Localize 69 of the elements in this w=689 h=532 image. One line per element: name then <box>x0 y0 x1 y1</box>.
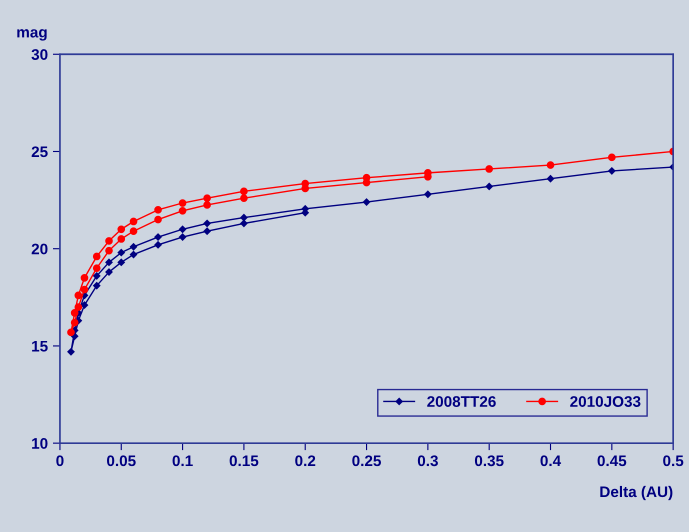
x-axis-title: Delta (AU) <box>600 486 672 500</box>
point <box>130 227 138 236</box>
point <box>80 301 88 309</box>
point <box>546 161 554 169</box>
x-tick-label: 0.35 <box>474 455 504 466</box>
y-tick-label: 30 <box>31 49 48 60</box>
legend-label: 2010JO33 <box>570 396 640 407</box>
y-tick-label: 10 <box>32 438 48 449</box>
point <box>105 258 113 266</box>
point <box>92 264 101 272</box>
y-axis-title: mag <box>17 29 47 41</box>
y-tick-label: 20 <box>32 244 48 254</box>
point <box>130 218 138 226</box>
legend-label: 2008TT26 <box>427 396 496 407</box>
point <box>178 226 186 233</box>
point <box>92 252 101 260</box>
y-tick-label: 25 <box>32 146 48 158</box>
point <box>70 309 78 317</box>
point <box>178 233 186 241</box>
x-tick-label: 0.25 <box>352 455 381 466</box>
point <box>608 167 616 175</box>
point <box>203 201 211 209</box>
point <box>80 286 88 294</box>
point <box>130 243 138 250</box>
x-tick-label: 0.5 <box>663 455 684 466</box>
point <box>154 241 162 248</box>
point <box>80 274 88 282</box>
point <box>118 248 125 256</box>
point <box>203 220 211 228</box>
point <box>93 282 100 290</box>
point <box>70 318 78 326</box>
x-tick-label: 0.2 <box>295 455 316 466</box>
point <box>117 225 126 234</box>
y-tick-label: 15 <box>32 340 48 352</box>
point <box>203 228 211 235</box>
point <box>485 165 494 173</box>
point <box>240 220 248 228</box>
point <box>486 182 493 190</box>
x-tick-label: 0.1 <box>172 455 193 466</box>
point <box>117 235 126 243</box>
point <box>178 199 186 207</box>
point <box>240 214 248 222</box>
point <box>93 272 100 280</box>
point <box>105 246 113 254</box>
x-tick-label: 0.05 <box>107 455 136 466</box>
point <box>74 292 82 300</box>
point <box>67 348 75 356</box>
x-tick-label: 0.3 <box>418 455 438 466</box>
point <box>118 258 125 266</box>
point <box>74 303 82 311</box>
x-tick-label: 0.15 <box>230 455 258 466</box>
point <box>608 154 616 162</box>
point <box>154 216 162 224</box>
point <box>67 328 75 336</box>
point <box>178 206 186 215</box>
point <box>240 194 248 202</box>
x-tick-label: 0.45 <box>598 455 626 466</box>
point <box>240 188 248 196</box>
point <box>203 194 211 202</box>
point <box>130 250 138 258</box>
point <box>546 175 554 182</box>
point <box>362 198 370 206</box>
point <box>154 206 162 214</box>
point <box>105 237 113 245</box>
point <box>154 233 162 241</box>
point <box>424 190 432 198</box>
point <box>105 268 113 276</box>
x-tick-label: 0 <box>56 455 64 466</box>
x-tick-label: 0.4 <box>540 455 562 466</box>
